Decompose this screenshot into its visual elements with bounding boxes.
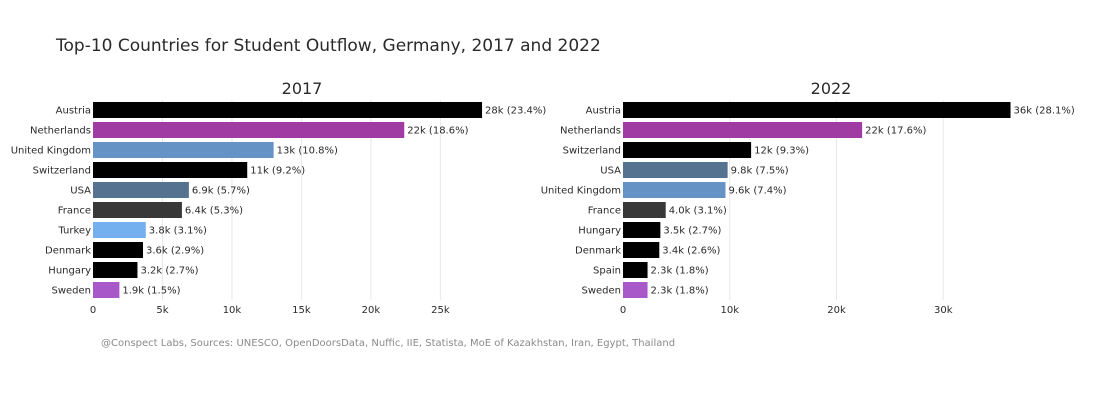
category-label: USA [70,186,91,197]
bar-usa[interactable] [623,162,728,178]
category-label: Denmark [45,246,91,257]
x-tick-label: 25k [431,305,450,316]
category-label: Hungary [578,226,621,237]
data-label: 13k (10.8%) [277,146,338,157]
category-label: Austria [56,106,91,117]
bar-turkey[interactable] [93,222,146,238]
data-label: 3.5k (2.7%) [663,226,721,237]
category-label: Denmark [575,246,621,257]
bar-france[interactable] [623,202,666,218]
data-label: 2.3k (1.8%) [651,286,709,297]
chart-footer: @Conspect Labs, Sources: UNESCO, OpenDoo… [101,338,675,349]
data-label: 2.3k (1.8%) [651,266,709,277]
category-label: Switzerland [33,166,91,177]
data-label: 12k (9.3%) [754,146,809,157]
bar-switzerland[interactable] [93,162,248,178]
x-tick-label: 0 [620,305,626,316]
panel-2022: 2022 0 10k 20k 30k Austria 36k (28.1%) Netherla… [541,79,1075,316]
data-label: 9.8k (7.5%) [731,166,789,177]
bar-france[interactable] [93,202,182,218]
bar-netherlands[interactable] [623,122,863,138]
panel-title: 2017 [282,79,323,98]
bar-united-kingdom[interactable] [623,182,726,198]
x-tick-label: 20k [362,305,381,316]
panel-title: 2022 [811,79,852,98]
category-label: Sweden [51,286,91,297]
data-label: 1.9k (1.5%) [122,286,180,297]
bar-sweden[interactable] [623,282,648,298]
bar-switzerland[interactable] [623,142,752,158]
category-label: Netherlands [30,126,91,137]
bar-spain[interactable] [623,262,648,278]
bar-austria[interactable] [623,102,1011,118]
x-tick-label: 5k [156,305,168,316]
category-label: United Kingdom [11,146,91,157]
x-tick-label: 0 [90,305,96,316]
data-label: 36k (28.1%) [1014,106,1075,117]
x-tick-label: 10k [720,305,739,316]
bar-denmark[interactable] [93,242,144,258]
x-tick-label: 15k [292,305,311,316]
category-label: Sweden [581,286,621,297]
data-label: 22k (18.6%) [407,126,468,137]
data-label: 6.9k (5.7%) [192,186,250,197]
bar-hungary[interactable] [93,262,138,278]
data-label: 9.6k (7.4%) [728,186,786,197]
bar-hungary[interactable] [623,222,661,238]
data-label: 22k (17.6%) [865,126,926,137]
x-tick-label: 30k [934,305,953,316]
category-label: USA [600,166,621,177]
data-label: 6.4k (5.3%) [185,206,243,217]
bar-united-kingdom[interactable] [93,142,274,158]
data-label: 11k (9.2%) [250,166,305,177]
bar-sweden[interactable] [93,282,120,298]
category-label: United Kingdom [541,186,621,197]
bar-netherlands[interactable] [93,122,405,138]
bar-austria[interactable] [93,102,483,118]
x-tick-label: 20k [827,305,846,316]
category-label: Turkey [57,226,91,237]
data-label: 28k (23.4%) [485,106,546,117]
chart-title: Top-10 Countries for Student Outflow, Ge… [55,36,601,56]
x-tick-label: 10k [223,305,242,316]
panel-2017: 2017 0 5k 10k 15k 20k 25k Austria 28k (23.4%) Net… [11,79,547,316]
category-label: France [58,206,91,217]
data-label: 3.4k (2.6%) [662,246,720,257]
data-label: 3.8k (3.1%) [149,226,207,237]
category-label: Netherlands [560,126,621,137]
category-label: Switzerland [563,146,621,157]
category-label: Hungary [48,266,91,277]
category-label: Spain [593,266,621,277]
category-label: Austria [586,106,621,117]
category-label: France [588,206,621,217]
data-label: 3.6k (2.9%) [146,246,204,257]
bar-usa[interactable] [93,182,189,198]
data-label: 4.0k (3.1%) [669,206,727,217]
bar-denmark[interactable] [623,242,660,258]
data-label: 3.2k (2.7%) [140,266,198,277]
